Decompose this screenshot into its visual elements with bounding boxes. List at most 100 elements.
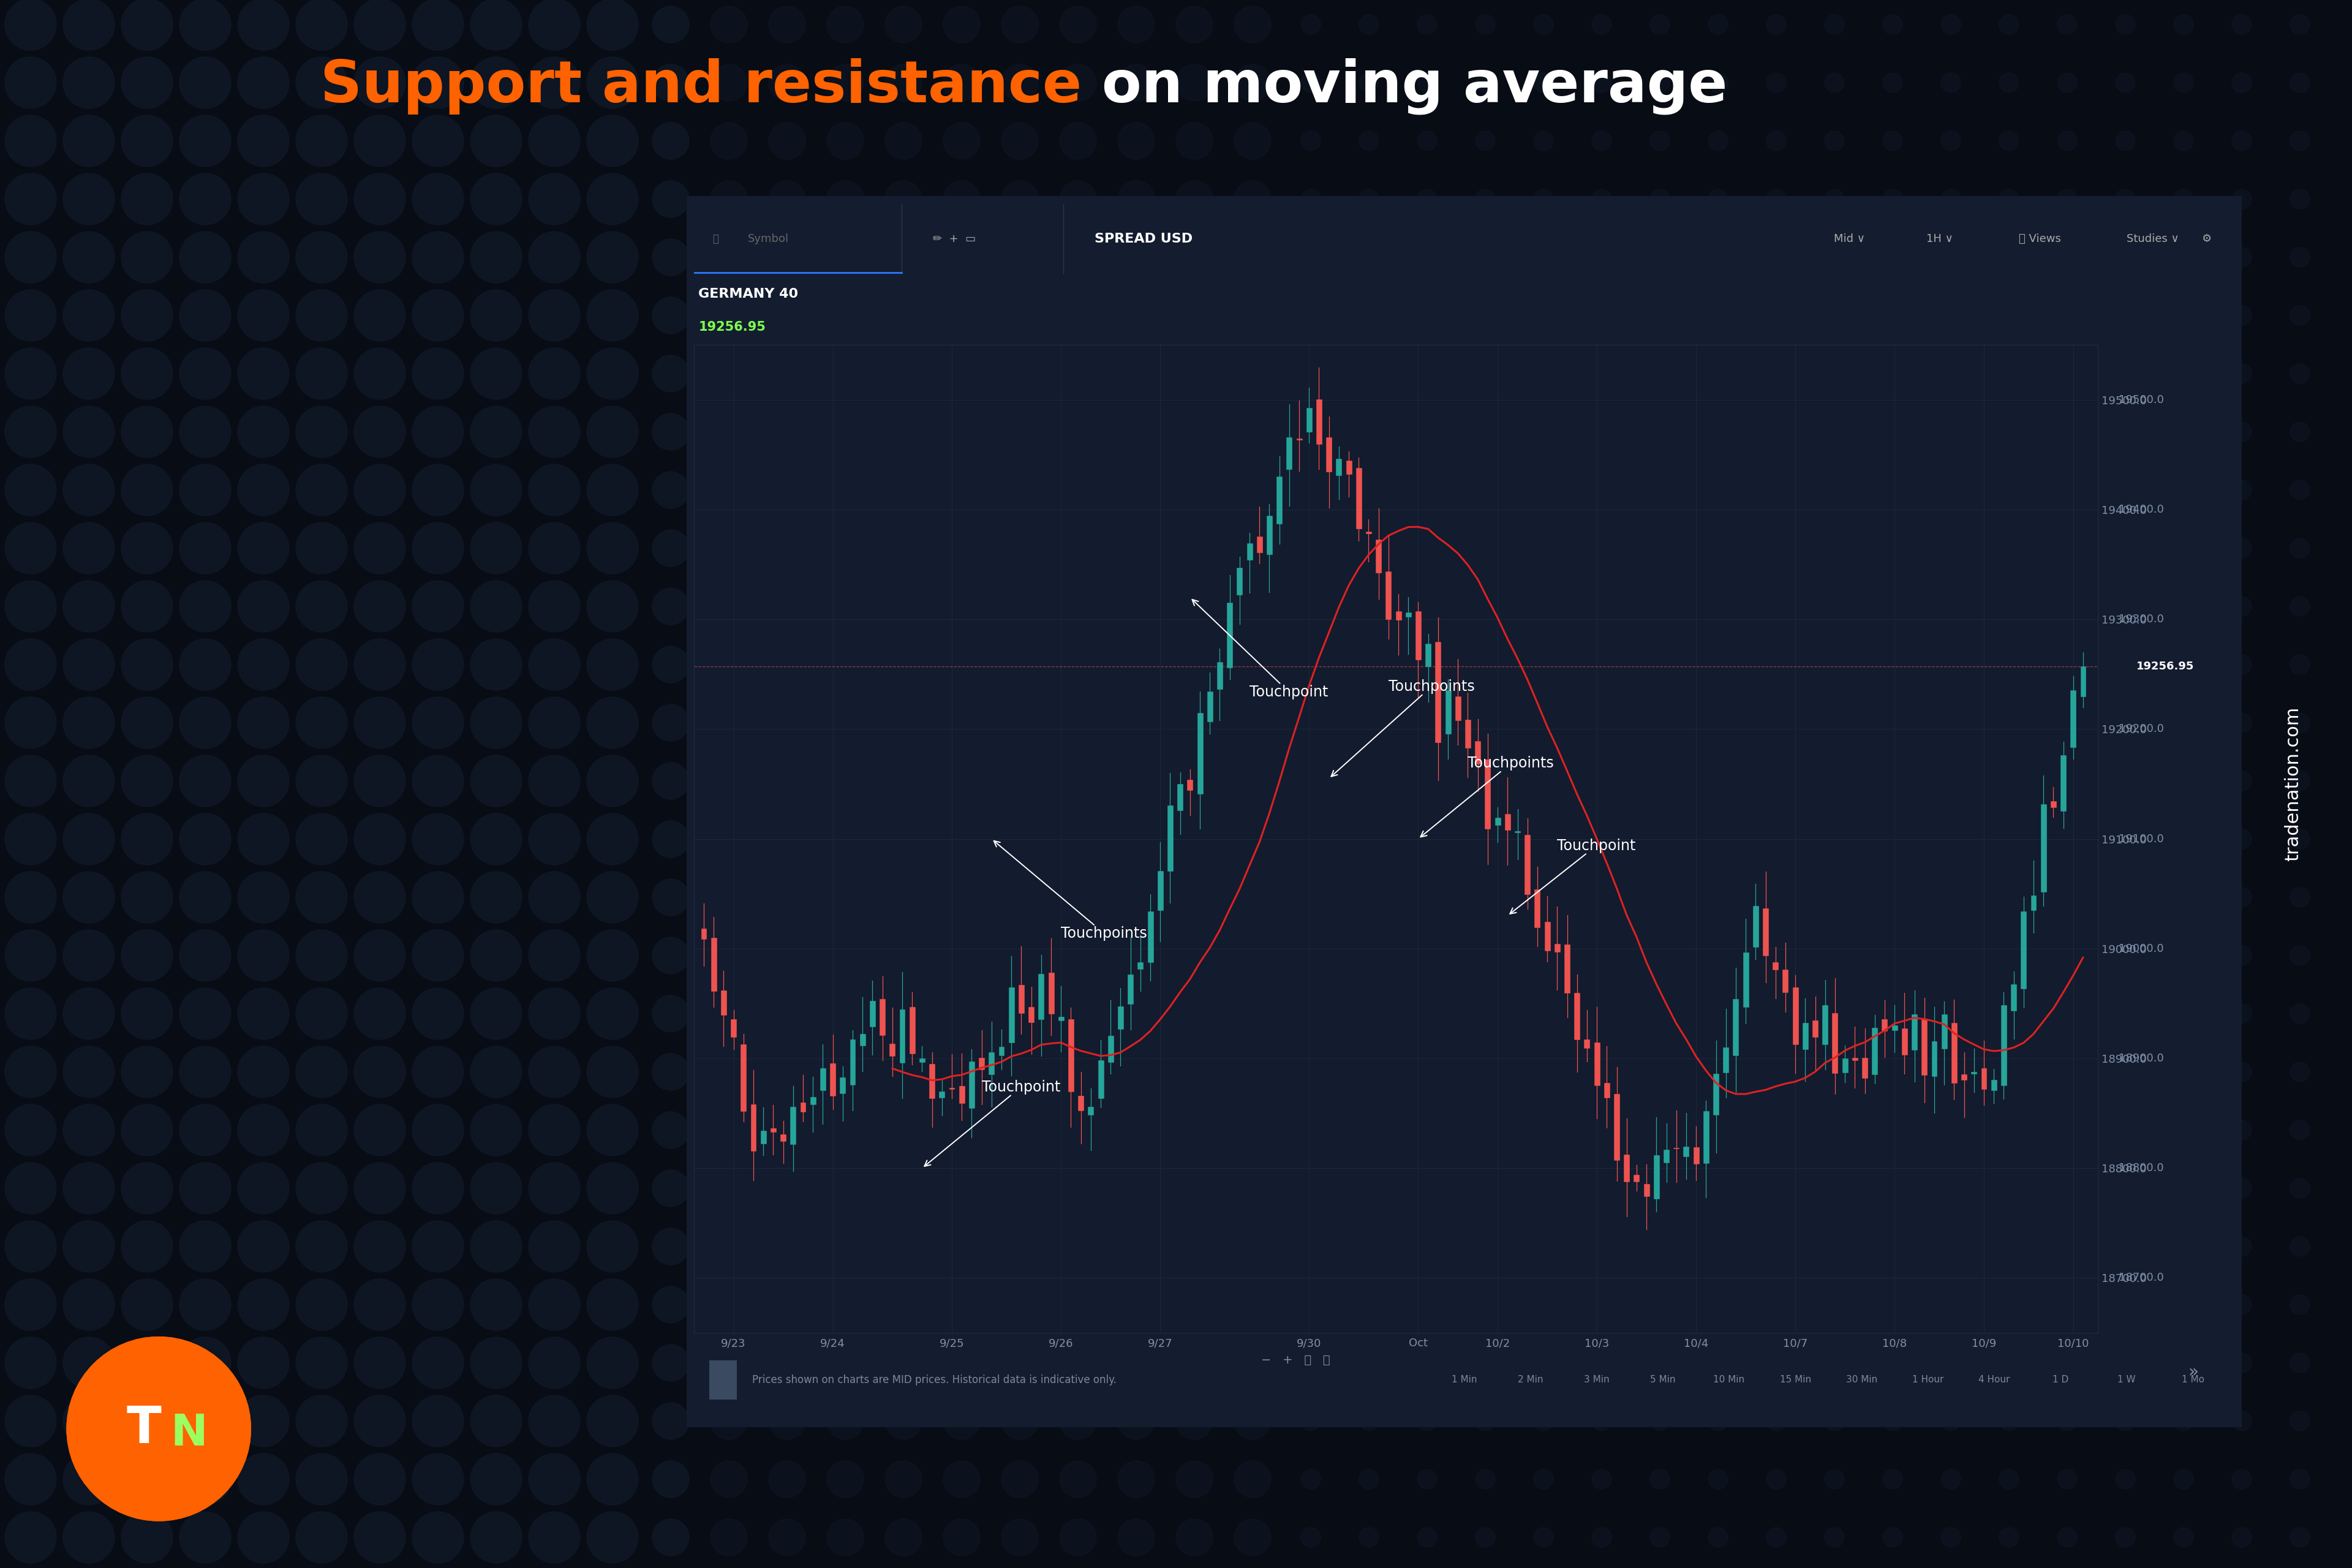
Circle shape — [122, 988, 172, 1040]
Circle shape — [470, 1104, 522, 1156]
Circle shape — [1002, 1403, 1037, 1439]
Circle shape — [1002, 6, 1037, 42]
Circle shape — [1708, 1527, 1729, 1548]
Circle shape — [1940, 306, 1962, 325]
Circle shape — [1651, 946, 1670, 966]
Circle shape — [412, 580, 463, 632]
Circle shape — [1418, 1469, 1437, 1490]
Bar — [1345, 461, 1352, 474]
Circle shape — [412, 930, 463, 982]
Circle shape — [1061, 996, 1096, 1032]
Circle shape — [1534, 1411, 1552, 1430]
Circle shape — [586, 1046, 637, 1098]
Circle shape — [2173, 946, 2194, 966]
Circle shape — [64, 1454, 115, 1505]
Bar — [1663, 1149, 1670, 1162]
Circle shape — [769, 588, 804, 624]
Circle shape — [2114, 1527, 2136, 1548]
Circle shape — [1825, 1295, 1844, 1314]
Circle shape — [470, 464, 522, 516]
Circle shape — [884, 588, 922, 624]
Circle shape — [884, 938, 922, 974]
Bar — [1425, 644, 1430, 666]
Circle shape — [1117, 1461, 1155, 1497]
Circle shape — [769, 938, 804, 974]
Circle shape — [238, 1454, 289, 1505]
Circle shape — [1884, 72, 1903, 93]
Circle shape — [1061, 180, 1096, 218]
Circle shape — [1766, 248, 1785, 267]
Circle shape — [828, 1170, 863, 1207]
Text: ⚙: ⚙ — [2201, 234, 2211, 245]
Circle shape — [1592, 946, 1611, 966]
Circle shape — [1235, 6, 1270, 42]
Circle shape — [238, 580, 289, 632]
Circle shape — [238, 872, 289, 924]
Circle shape — [1999, 538, 2018, 558]
Circle shape — [1825, 1527, 1844, 1548]
Circle shape — [943, 472, 981, 508]
Text: N: N — [169, 1413, 207, 1455]
Circle shape — [710, 530, 748, 566]
Bar — [1613, 1094, 1621, 1160]
Circle shape — [1592, 771, 1611, 790]
Circle shape — [1176, 762, 1214, 800]
Bar — [1127, 974, 1134, 1004]
Circle shape — [296, 56, 348, 108]
Text: Touchpoint: Touchpoint — [1510, 839, 1635, 914]
Circle shape — [1301, 771, 1319, 790]
Circle shape — [1884, 248, 1903, 267]
Circle shape — [652, 1054, 689, 1090]
Circle shape — [2232, 1469, 2251, 1490]
Circle shape — [1884, 946, 1903, 966]
Circle shape — [529, 406, 581, 458]
Circle shape — [470, 1512, 522, 1563]
Circle shape — [1708, 1179, 1729, 1198]
Circle shape — [1002, 1461, 1037, 1497]
Circle shape — [652, 880, 689, 916]
Circle shape — [769, 356, 804, 392]
Circle shape — [943, 1461, 981, 1497]
Text: 19000.0: 19000.0 — [2119, 942, 2164, 955]
Circle shape — [1301, 713, 1319, 732]
Circle shape — [1475, 72, 1496, 93]
Bar — [1484, 760, 1491, 829]
Circle shape — [2058, 422, 2077, 442]
Circle shape — [296, 174, 348, 224]
Circle shape — [1061, 1403, 1096, 1439]
Circle shape — [1592, 132, 1611, 151]
Circle shape — [1534, 14, 1552, 34]
Circle shape — [2058, 829, 2077, 848]
Circle shape — [1534, 655, 1552, 674]
Circle shape — [1235, 530, 1270, 566]
Circle shape — [1418, 248, 1437, 267]
Circle shape — [1999, 1527, 2018, 1548]
Circle shape — [1235, 64, 1270, 100]
Bar — [1077, 1096, 1084, 1110]
Circle shape — [884, 820, 922, 858]
Circle shape — [1176, 704, 1214, 742]
Circle shape — [1534, 248, 1552, 267]
Bar — [1028, 1007, 1035, 1022]
Bar — [1327, 437, 1331, 472]
Circle shape — [529, 756, 581, 806]
Circle shape — [1117, 1054, 1155, 1090]
Circle shape — [179, 698, 230, 748]
Circle shape — [1592, 422, 1611, 442]
Circle shape — [652, 588, 689, 624]
Circle shape — [1940, 190, 1962, 209]
Circle shape — [470, 1396, 522, 1447]
Circle shape — [710, 1286, 748, 1323]
Circle shape — [884, 472, 922, 508]
Circle shape — [1176, 1519, 1214, 1555]
Circle shape — [1359, 887, 1378, 908]
Circle shape — [884, 1344, 922, 1381]
Circle shape — [943, 6, 981, 42]
Circle shape — [64, 232, 115, 282]
Circle shape — [1117, 938, 1155, 974]
Circle shape — [2232, 72, 2251, 93]
Circle shape — [1999, 1004, 2018, 1024]
Bar — [701, 928, 706, 939]
Circle shape — [884, 1170, 922, 1207]
Circle shape — [1359, 1179, 1378, 1198]
